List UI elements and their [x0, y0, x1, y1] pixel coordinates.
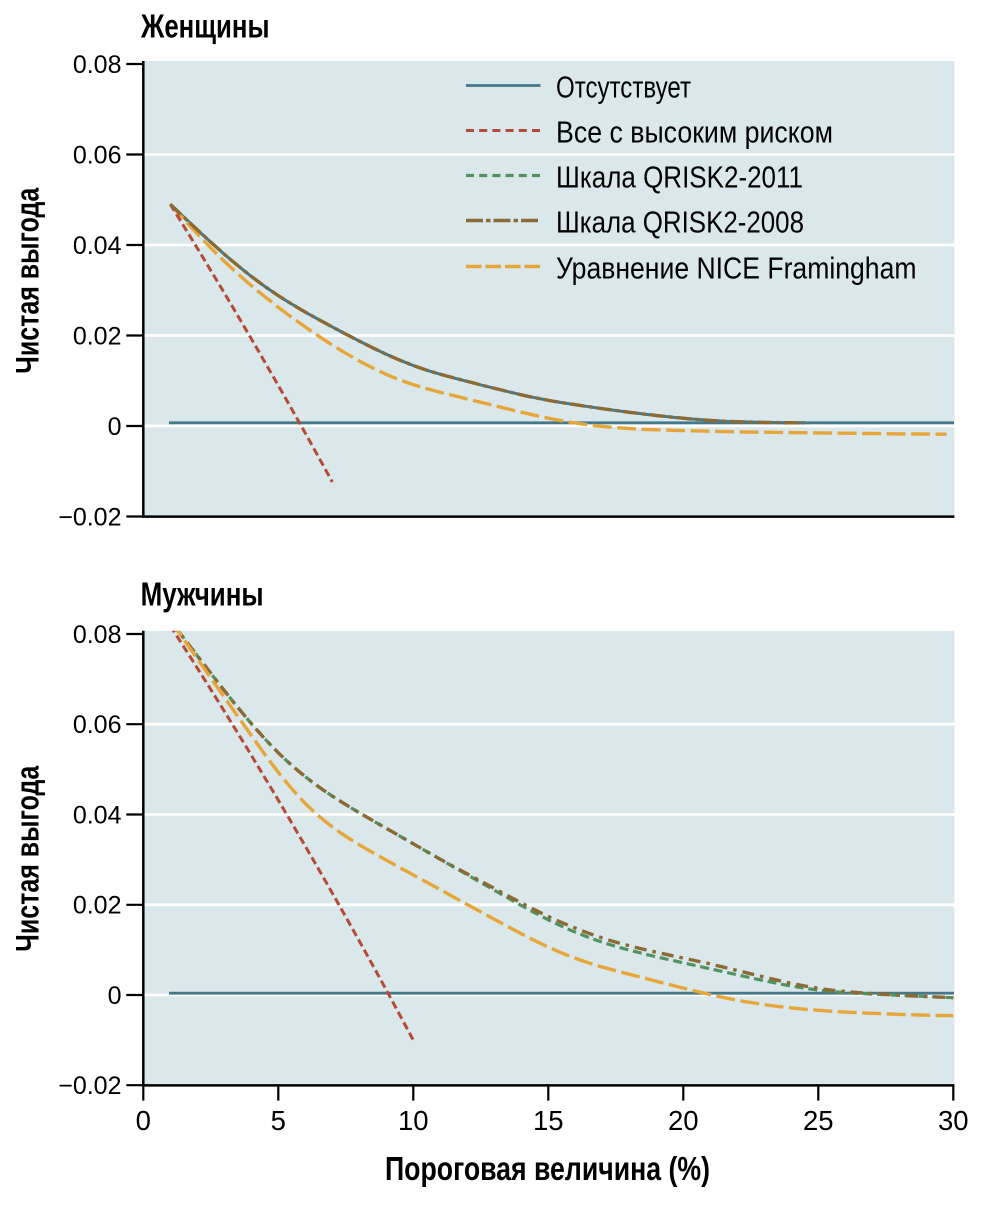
svg-text:20: 20	[668, 1105, 699, 1136]
svg-text:Женщины: Женщины	[140, 8, 269, 45]
svg-text:Уравнение NICE Framingham: Уравнение NICE Framingham	[556, 251, 917, 286]
svg-text:Чистая выгода: Чистая выгода	[10, 765, 46, 952]
svg-text:0.02: 0.02	[73, 892, 122, 920]
svg-text:Пороговая величина (%): Пороговая величина (%)	[385, 1150, 710, 1187]
svg-text:Шкала QRISK2-2008: Шкала QRISK2-2008	[556, 205, 804, 240]
svg-text:0: 0	[108, 982, 122, 1010]
svg-text:0.08: 0.08	[73, 51, 122, 79]
svg-text:Чистая выгода: Чистая выгода	[10, 187, 46, 374]
svg-text:0.04: 0.04	[73, 801, 122, 829]
svg-text:25: 25	[803, 1105, 834, 1136]
svg-text:0.06: 0.06	[73, 141, 122, 169]
svg-text:0.06: 0.06	[73, 711, 122, 739]
svg-text:Мужчины: Мужчины	[141, 576, 264, 613]
svg-text:15: 15	[533, 1105, 564, 1136]
svg-text:0: 0	[136, 1105, 151, 1136]
svg-text:Шкала QRISK2-2011: Шкала QRISK2-2011	[556, 160, 803, 195]
svg-text:30: 30	[938, 1105, 969, 1136]
svg-text:0.08: 0.08	[73, 621, 122, 649]
svg-text:0.04: 0.04	[73, 232, 122, 260]
svg-text:10: 10	[398, 1105, 429, 1136]
svg-text:Отсутствует: Отсутствует	[556, 70, 691, 105]
svg-text:−0.02: −0.02	[58, 1072, 121, 1100]
svg-text:0.02: 0.02	[73, 322, 122, 350]
svg-text:5: 5	[271, 1105, 286, 1136]
svg-text:Все с высоким риском: Все с высоким риском	[556, 115, 833, 150]
svg-text:−0.02: −0.02	[58, 503, 121, 531]
svg-text:0: 0	[108, 413, 122, 441]
